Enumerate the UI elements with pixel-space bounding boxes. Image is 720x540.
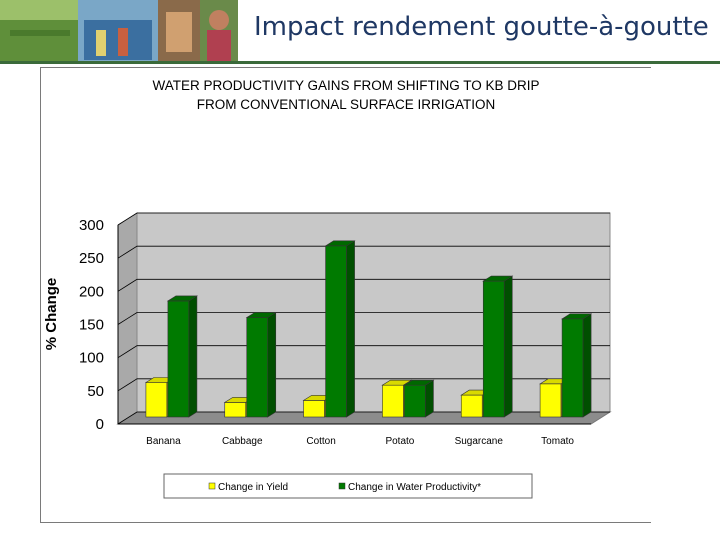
slide-title: Impact rendement goutte-à-goutte <box>254 12 709 42</box>
x-tick-label: Cabbage <box>222 436 263 447</box>
x-tick-label: Cotton <box>306 436 335 447</box>
legend-box <box>163 473 533 499</box>
y-tick-label: 50 <box>87 383 104 400</box>
title-divider <box>0 61 720 64</box>
legend-swatch <box>338 482 346 490</box>
legend-label: Change in Water Productivity* <box>348 482 481 493</box>
bar-water-productivity-cotton <box>324 240 356 418</box>
bar-water-productivity-potato <box>403 379 435 418</box>
legend-label: Change in Yield <box>218 482 288 493</box>
y-tick-label: 100 <box>79 350 104 367</box>
y-tick-label: 250 <box>79 250 104 267</box>
y-gridline <box>117 378 610 392</box>
x-tick-label: Tomato <box>541 436 574 447</box>
y-gridline <box>117 245 610 259</box>
y-tick-label: 200 <box>79 283 104 300</box>
x-tick-label: Sugarcane <box>455 436 504 447</box>
y-tick-label: 0 <box>96 416 104 433</box>
chart-title: WATER PRODUCTIVITY GAINS FROM SHIFTING T… <box>152 78 539 93</box>
y-tick-label: 300 <box>79 217 104 234</box>
x-tick-label: Banana <box>146 436 181 447</box>
legend-swatch <box>208 482 216 490</box>
bar-water-productivity-sugarcane <box>482 275 514 418</box>
header-photo-collage <box>0 0 238 62</box>
y-axis-label: % Change <box>43 278 60 351</box>
y-gridline <box>117 312 610 325</box>
bar-water-productivity-banana <box>166 295 198 418</box>
y-gridline <box>117 345 610 359</box>
y-gridline <box>117 411 610 425</box>
bar-water-productivity-cabbage <box>245 311 277 418</box>
y-tick-label: 150 <box>79 317 104 334</box>
bar-water-productivity-tomato <box>561 313 593 418</box>
bar-chart: WATER PRODUCTIVITY GAINS FROM SHIFTING T… <box>43 78 612 499</box>
chart-subtitle: FROM CONVENTIONAL SURFACE IRRIGATION <box>197 97 496 112</box>
y-gridline <box>117 212 610 226</box>
x-tick-label: Potato <box>385 436 414 447</box>
chart-frame: WATER PRODUCTIVITY GAINS FROM SHIFTING T… <box>40 67 651 523</box>
y-gridline <box>117 278 610 292</box>
